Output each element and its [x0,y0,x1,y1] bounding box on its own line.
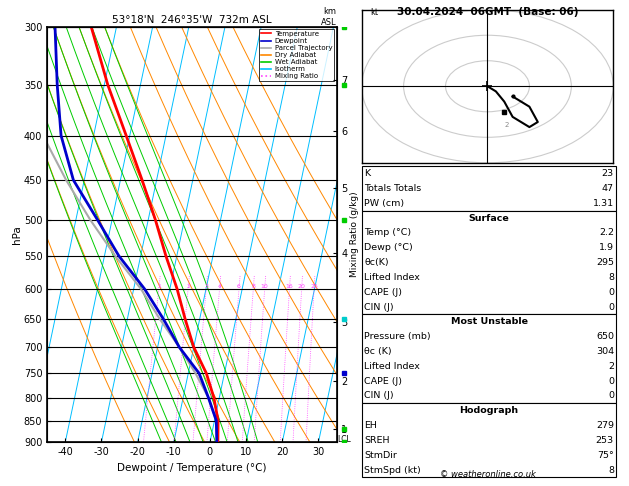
Text: 650: 650 [596,332,614,341]
Text: 30.04.2024  06GMT  (Base: 06): 30.04.2024 06GMT (Base: 06) [397,7,578,17]
Text: 0: 0 [608,288,614,297]
Text: kt: kt [370,8,378,17]
Text: Hodograph: Hodograph [460,406,518,416]
Text: 16: 16 [286,284,293,289]
Text: 3: 3 [204,284,208,289]
Text: 8: 8 [252,284,255,289]
Text: CAPE (J): CAPE (J) [364,377,402,386]
Text: 295: 295 [596,258,614,267]
Text: CIN (J): CIN (J) [364,391,394,400]
Text: Most Unstable: Most Unstable [450,317,528,327]
Title: 53°18'N  246°35'W  732m ASL: 53°18'N 246°35'W 732m ASL [112,15,272,25]
Text: 8: 8 [608,273,614,282]
Text: © weatheronline.co.uk: © weatheronline.co.uk [440,469,535,479]
Legend: Temperature, Dewpoint, Parcel Trajectory, Dry Adiabat, Wet Adiabat, Isotherm, Mi: Temperature, Dewpoint, Parcel Trajectory… [259,29,335,81]
Text: 10: 10 [261,284,269,289]
Text: θᴄ(K): θᴄ(K) [364,258,389,267]
Y-axis label: hPa: hPa [13,225,22,244]
Text: Pressure (mb): Pressure (mb) [364,332,431,341]
Text: Dewp (°C): Dewp (°C) [364,243,413,252]
Text: 253: 253 [596,436,614,445]
Text: 279: 279 [596,421,614,430]
Text: Lifted Index: Lifted Index [364,273,420,282]
X-axis label: Dewpoint / Temperature (°C): Dewpoint / Temperature (°C) [117,463,267,473]
Text: Totals Totals: Totals Totals [364,184,421,193]
Text: Surface: Surface [469,213,509,223]
Text: 2.2: 2.2 [599,228,614,238]
Text: 4: 4 [218,284,221,289]
Text: K: K [364,169,370,178]
Text: PW (cm): PW (cm) [364,199,404,208]
Text: Temp (°C): Temp (°C) [364,228,411,238]
Text: 8: 8 [608,466,614,475]
Text: 1.9: 1.9 [599,243,614,252]
Text: 25: 25 [310,284,318,289]
Text: 47: 47 [602,184,614,193]
Text: LCL: LCL [338,435,351,444]
Text: 304: 304 [596,347,614,356]
Text: Lifted Index: Lifted Index [364,362,420,371]
Text: 1: 1 [157,284,161,289]
Text: CAPE (J): CAPE (J) [364,288,402,297]
Text: 0: 0 [608,377,614,386]
Text: 1.31: 1.31 [593,199,614,208]
Text: 2: 2 [186,284,190,289]
Text: 20: 20 [298,284,306,289]
Text: StmDir: StmDir [364,451,397,460]
Text: SREH: SREH [364,436,390,445]
Text: θᴄ (K): θᴄ (K) [364,347,392,356]
Text: 75°: 75° [597,451,614,460]
Y-axis label: Mixing Ratio (g/kg): Mixing Ratio (g/kg) [350,191,359,278]
Text: StmSpd (kt): StmSpd (kt) [364,466,421,475]
Text: EH: EH [364,421,377,430]
Text: km
ASL: km ASL [321,7,337,27]
Text: 0: 0 [608,302,614,312]
Text: 0: 0 [608,391,614,400]
Text: 6: 6 [237,284,241,289]
Text: CIN (J): CIN (J) [364,302,394,312]
Text: 2: 2 [608,362,614,371]
Text: 23: 23 [602,169,614,178]
Text: 2: 2 [504,122,509,128]
